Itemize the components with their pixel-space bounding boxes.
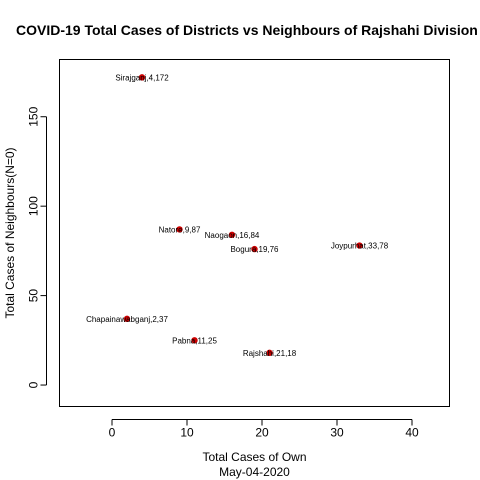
y-tick-label: 50 [27,289,41,303]
data-point [356,242,363,249]
data-point-label: Joypurhat,33,78 [331,242,389,251]
x-tick-label: 30 [330,426,344,440]
data-point [251,245,258,253]
data-point-label: Natore,9,87 [159,225,201,234]
y-tick-label: 0 [27,381,41,388]
data-point [191,337,198,344]
x-tick-label: 40 [405,426,419,440]
data-points [123,74,363,357]
data-point-label: Naogaon,16,84 [205,231,260,240]
data-point-label: Sirajganj,4,172 [115,73,169,82]
data-point-labels: Sirajganj,4,172 Natore,9,87 Naogaon,16,84 B… [86,73,389,357]
x-tick-label: 0 [109,426,116,440]
data-point [266,349,273,357]
x-tick-label: 10 [180,426,194,440]
x-axis-label: Total Cases of Own [202,450,306,464]
data-point-label: Bogura,19,76 [230,245,279,254]
data-point [228,231,236,238]
chart-title: COVID-19 Total Cases of Districts vs Nei… [16,22,478,38]
x-axis: 0 10 20 30 40 [109,419,419,440]
y-tick-label: 100 [27,196,41,216]
data-point [138,74,146,81]
data-point [176,226,183,233]
y-tick-label: 150 [27,106,41,126]
data-point-label: Rajshahi,21,18 [243,349,297,358]
data-point-label: Pabna,11,25 [172,336,217,345]
x-tick-label: 20 [255,426,269,440]
data-point [123,315,131,323]
y-axis: 0 50 100 150 [27,106,47,388]
data-point-label: Chapainawabganj,2,37 [86,315,168,324]
x-axis-subtitle: May-04-2020 [219,465,290,479]
plot-frame [59,59,450,407]
y-axis-label: Total Cases of Neighbours(N=0) [3,147,17,318]
